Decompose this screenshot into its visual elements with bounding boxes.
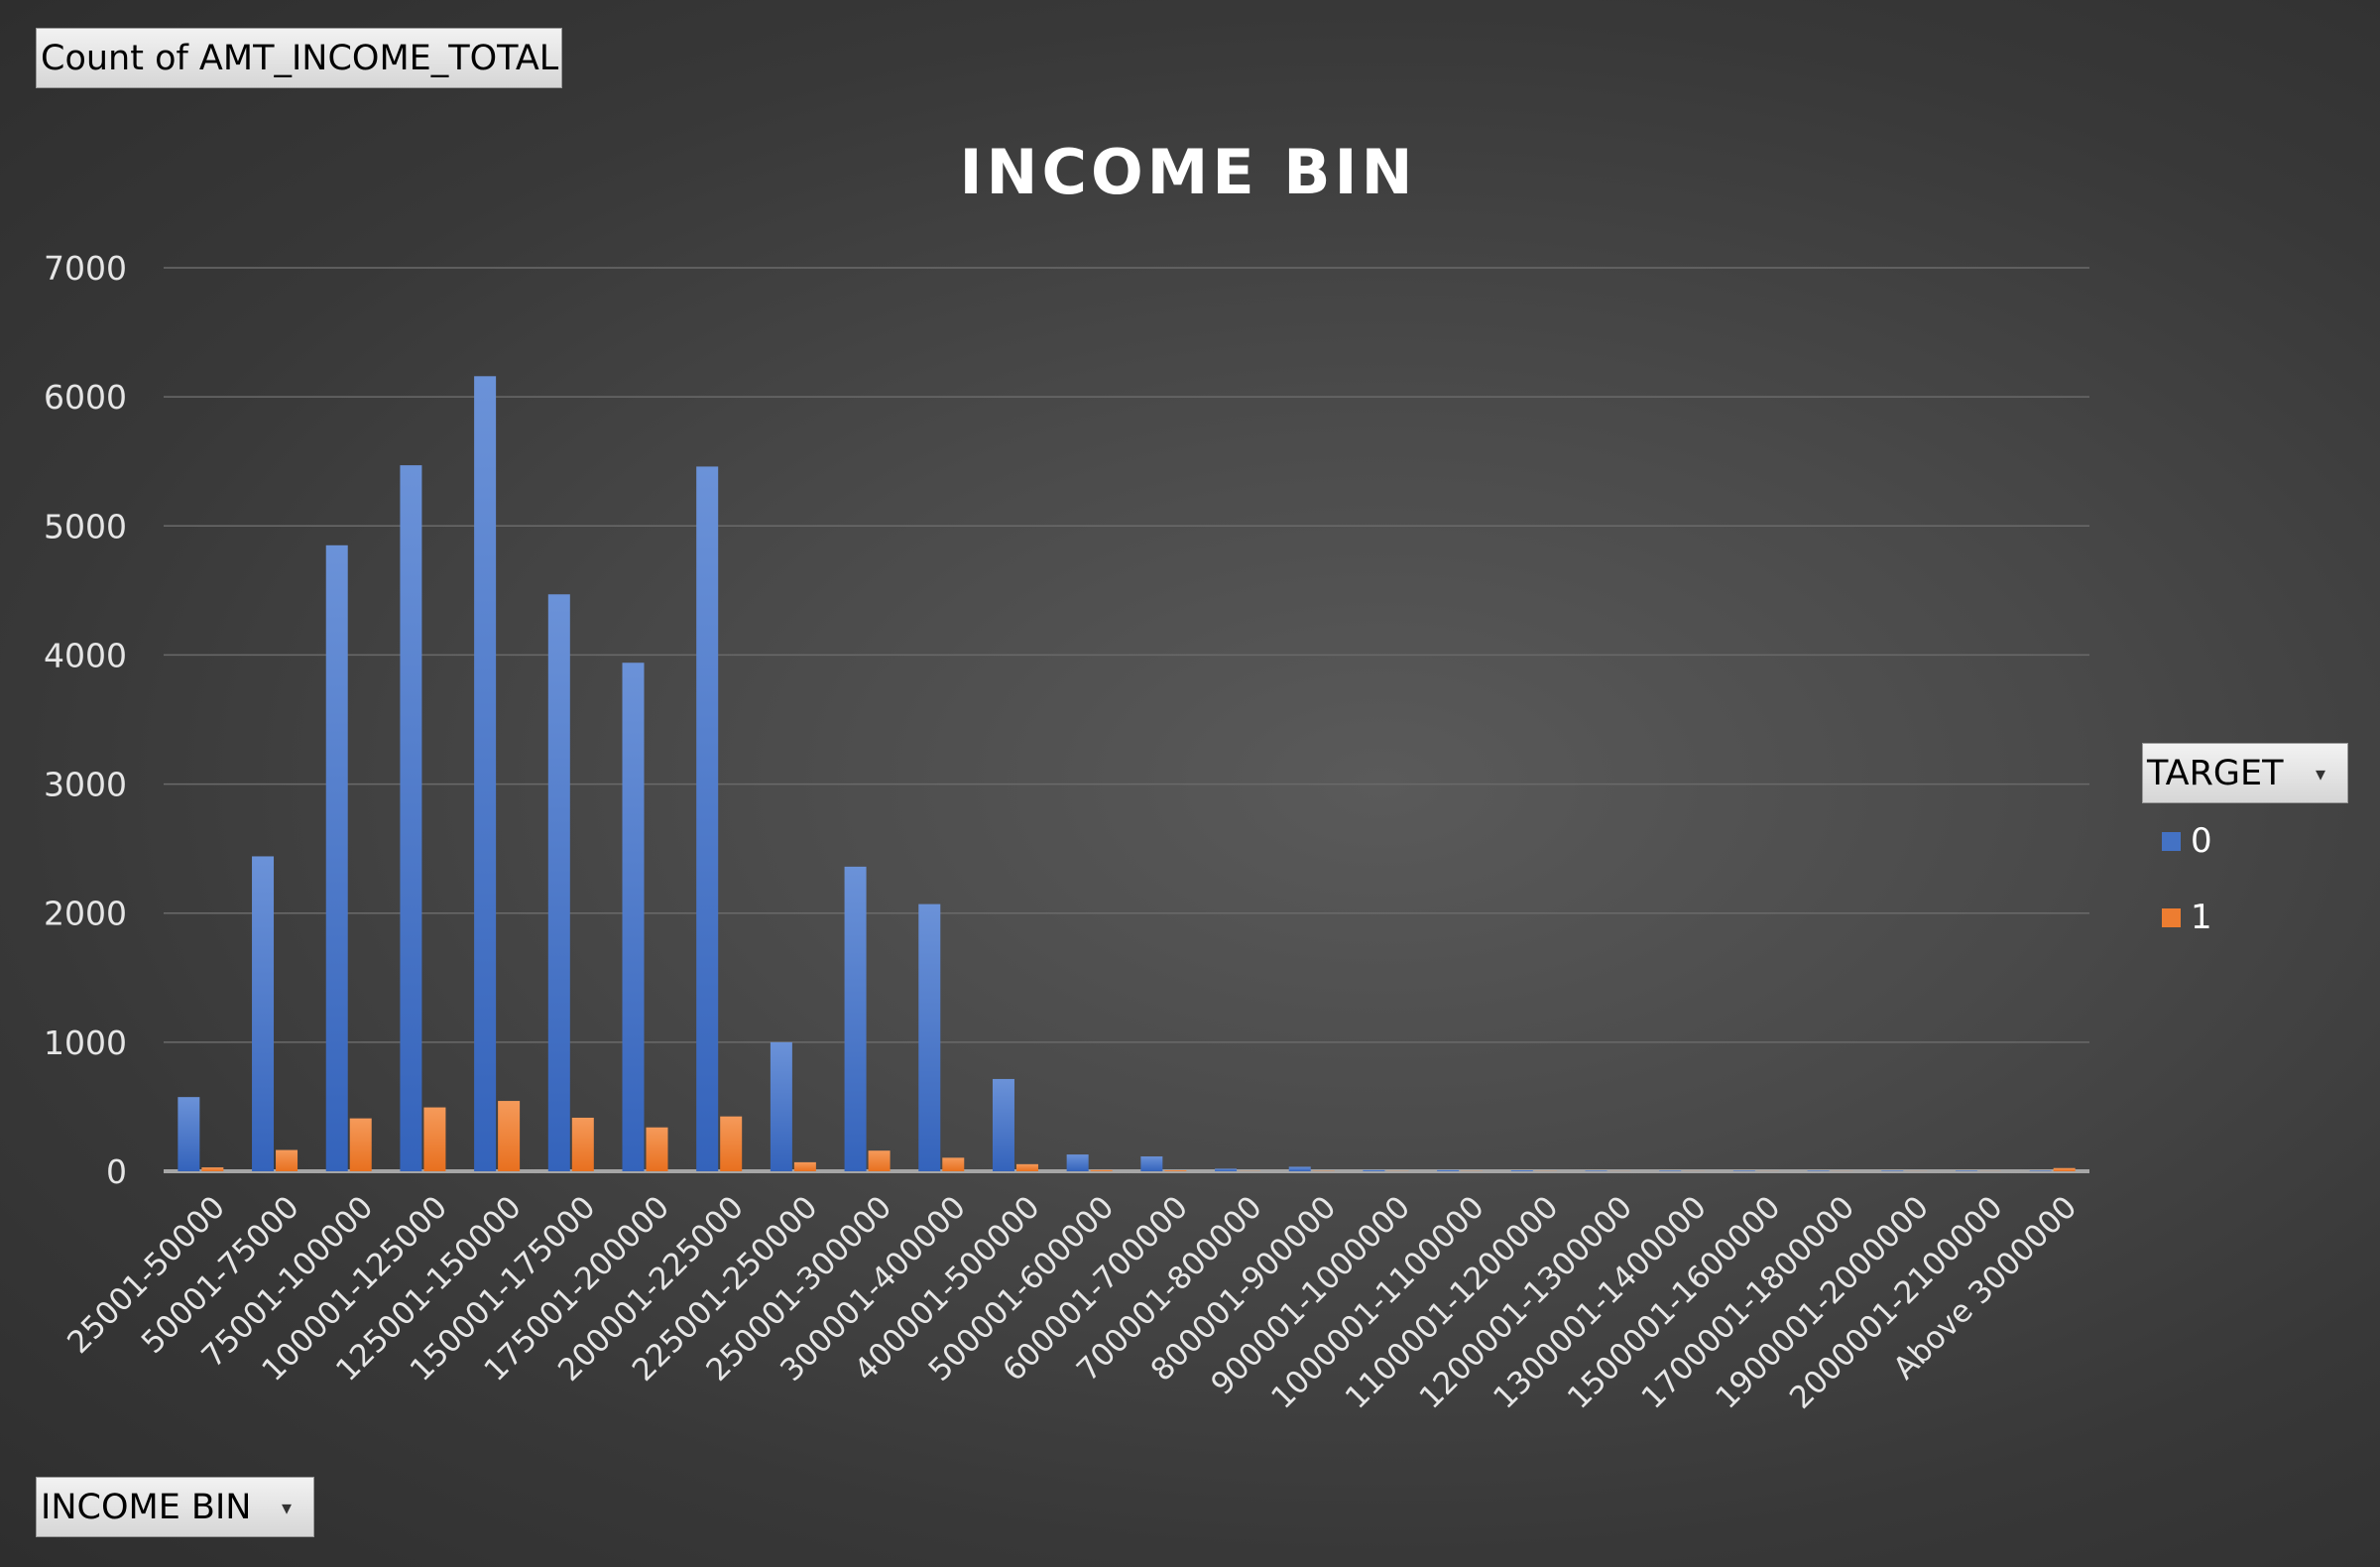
bar-series-0[interactable] xyxy=(918,904,941,1171)
legend-item-series-0: 0 xyxy=(2162,821,2212,861)
y-tick-label: 0 xyxy=(106,1152,127,1191)
axis-field-label: INCOME BIN xyxy=(41,1487,252,1527)
y-tick-label: 2000 xyxy=(44,895,127,933)
legend-label-series-1: 1 xyxy=(2191,898,2212,937)
bar-series-0[interactable] xyxy=(622,663,645,1171)
axis-field-button[interactable]: INCOME BIN ▾ xyxy=(36,1477,314,1537)
bar-series-0[interactable] xyxy=(2029,1170,2052,1171)
bar-series-0[interactable] xyxy=(252,856,275,1171)
bar-series-1[interactable] xyxy=(423,1107,446,1171)
bar-series-1[interactable] xyxy=(1090,1169,1113,1171)
bar-series-1[interactable] xyxy=(276,1149,298,1171)
bar-series-0[interactable] xyxy=(1066,1154,1089,1171)
bar-series-0[interactable] xyxy=(1140,1156,1163,1171)
bar-series-1[interactable] xyxy=(1015,1163,1038,1171)
bar-series-1[interactable] xyxy=(571,1117,594,1171)
legend-field-label: TARGET xyxy=(2147,753,2284,793)
bar-series-1[interactable] xyxy=(646,1127,668,1171)
legend-swatch-series-1 xyxy=(2162,907,2181,927)
y-tick-label: 3000 xyxy=(44,766,127,804)
values-field-button[interactable]: Count of AMT_INCOME_TOTAL xyxy=(36,28,562,88)
y-tick-label: 7000 xyxy=(44,249,127,288)
bar-series-1[interactable] xyxy=(2053,1167,2076,1171)
bar-series-0[interactable] xyxy=(1659,1170,1682,1171)
bar-series-0[interactable] xyxy=(1437,1169,1460,1171)
bar-series-1[interactable] xyxy=(942,1157,965,1171)
bar-series-0[interactable] xyxy=(1955,1170,1977,1171)
bar-series-0[interactable] xyxy=(1363,1169,1385,1171)
bar-series-1[interactable] xyxy=(868,1150,891,1171)
bar-series-0[interactable] xyxy=(770,1041,792,1171)
bar-series-1[interactable] xyxy=(1164,1169,1187,1171)
bar-series-1[interactable] xyxy=(793,1161,816,1171)
bar-series-0[interactable] xyxy=(1585,1170,1607,1171)
bar-series-0[interactable] xyxy=(1510,1169,1533,1171)
bar-series-0[interactable] xyxy=(400,465,422,1172)
y-tick-label: 4000 xyxy=(44,636,127,674)
legend-swatch-series-0 xyxy=(2162,831,2181,851)
chart-title: INCOME BIN xyxy=(959,136,1416,208)
bar-series-0[interactable] xyxy=(992,1078,1014,1171)
chevron-down-icon[interactable]: ▾ xyxy=(281,1496,292,1519)
legend-label-series-0: 0 xyxy=(2191,821,2212,861)
bar-series-1[interactable] xyxy=(201,1167,224,1171)
y-tick-label: 1000 xyxy=(44,1024,127,1062)
y-tick-label: 5000 xyxy=(44,507,127,545)
bar-series-1[interactable] xyxy=(720,1116,743,1171)
bar-series-0[interactable] xyxy=(1215,1168,1238,1171)
chevron-down-icon[interactable]: ▾ xyxy=(2315,762,2325,785)
legend-item-series-1: 1 xyxy=(2162,898,2212,937)
values-field-label: Count of AMT_INCOME_TOTAL xyxy=(41,38,559,78)
bar-series-0[interactable] xyxy=(325,544,348,1171)
bar-series-0[interactable] xyxy=(474,376,497,1171)
legend-field-button[interactable]: TARGET ▾ xyxy=(2142,743,2348,803)
bar-series-0[interactable] xyxy=(1732,1170,1755,1171)
bar-series-1[interactable] xyxy=(349,1118,372,1171)
bar-series-1[interactable] xyxy=(498,1101,521,1171)
bar-series-0[interactable] xyxy=(178,1097,200,1171)
bar-series-0[interactable] xyxy=(547,594,570,1171)
y-tick-label: 6000 xyxy=(44,378,127,417)
bar-series-0[interactable] xyxy=(1881,1170,1904,1171)
bar-series-0[interactable] xyxy=(1807,1170,1830,1171)
bar-series-0[interactable] xyxy=(1288,1166,1311,1171)
bar-series-0[interactable] xyxy=(844,866,867,1171)
bar-series-0[interactable] xyxy=(696,466,719,1171)
